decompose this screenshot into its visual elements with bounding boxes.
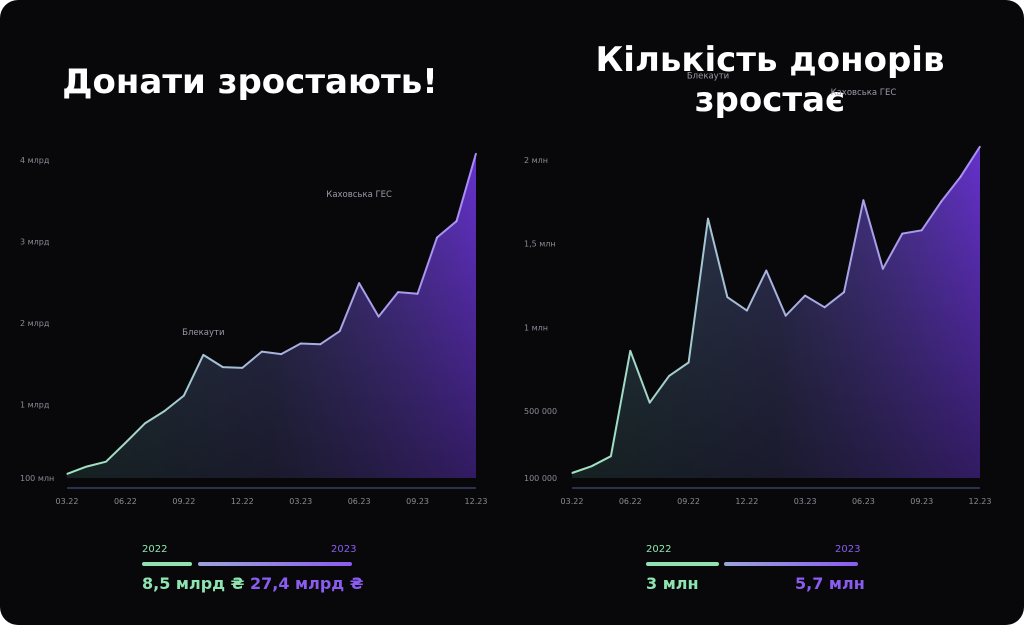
x-tick-label: 12.22 (735, 497, 758, 506)
data-point (299, 342, 302, 345)
x-tick-label: 09.22 (172, 497, 195, 506)
x-tick-label: 03.22 (56, 497, 79, 506)
data-point (475, 152, 477, 155)
data-point (66, 473, 68, 475)
data-point (358, 282, 360, 284)
x-tick-label: 06.23 (348, 497, 371, 506)
x-tick-label: 09.22 (677, 497, 700, 506)
legend-bar-2023 (198, 562, 352, 566)
data-point (648, 401, 651, 404)
data-point (940, 201, 942, 203)
data-point (687, 361, 690, 364)
title-donations: Донати зростають! (62, 62, 438, 102)
x-tick-label: 09.23 (910, 497, 933, 506)
data-point (571, 472, 573, 474)
x-tick-label: 06.22 (114, 497, 137, 506)
data-point (338, 330, 341, 333)
legend-value-2023: 27,4 млрд ₴ (250, 574, 364, 593)
x-tick-label: 12.22 (231, 497, 254, 506)
data-point (222, 366, 224, 368)
legend-bar-2022 (142, 562, 192, 566)
data-point (261, 350, 263, 353)
y-tick-label: 100 млн (20, 474, 54, 483)
data-point (629, 350, 632, 352)
data-point (843, 291, 845, 294)
annotation-label: Каховська ГЕС (831, 88, 897, 98)
legend-bar-2022-donors (646, 562, 719, 566)
data-point (979, 145, 981, 148)
y-tick-label: 2 млн (524, 156, 548, 165)
data-point (726, 296, 729, 299)
title-donors-line2: зростає (694, 80, 846, 120)
legend-value-2022: 8,5 млрд ₴ (142, 574, 245, 593)
data-point (765, 269, 768, 272)
series-line (66, 153, 477, 475)
data-point (397, 291, 399, 293)
data-point (804, 294, 806, 297)
chart-donations: 100 млн 1 млрд 2 млрд 3 млрд 4 млрд 03.22 06.2… (20, 152, 488, 506)
annotation-label: Блекаути (182, 328, 224, 338)
area-shade (67, 153, 476, 478)
data-point (455, 220, 458, 222)
y-tick-label: 1 млрд (20, 401, 50, 410)
data-point (163, 410, 166, 412)
area-shade (572, 146, 980, 478)
data-point (668, 375, 670, 377)
x-tick-label: 12.23 (969, 497, 992, 506)
data-point (85, 465, 88, 468)
legend-value-2023-donors: 5,7 млн (795, 574, 865, 593)
data-point (377, 315, 380, 318)
series-line (571, 146, 981, 474)
y-tick-label: 2 млрд (20, 319, 50, 328)
data-point (920, 229, 923, 232)
y-tick-label: 500 000 (524, 407, 557, 416)
data-point (746, 309, 748, 312)
y-tick-label: 1,5 млн (524, 240, 556, 249)
data-point (183, 394, 185, 397)
legend-year-2022: 2022 (142, 544, 168, 555)
data-point (823, 306, 826, 309)
data-point (784, 314, 787, 317)
legend-value-2022-donors: 3 млн (646, 574, 699, 593)
x-tick-label: 06.23 (852, 497, 875, 506)
x-tick-label: 12.23 (465, 497, 488, 506)
y-tick-label: 3 млрд (20, 238, 50, 247)
x-tick-label: 03.23 (794, 497, 817, 506)
legend-year-2023-donors: 2023 (835, 544, 861, 555)
data-point (901, 232, 904, 235)
data-point (436, 236, 438, 239)
data-point (862, 199, 865, 201)
chart-donors: 100 000 500 000 1 млн 1,5 млн 2 млн 03.22 06.2… (524, 72, 992, 506)
data-point (144, 422, 146, 425)
x-tick-label: 03.23 (289, 497, 312, 506)
data-point (416, 292, 419, 295)
legend-year-2022-donors: 2022 (646, 544, 672, 555)
y-tick-label: 100 000 (524, 474, 557, 483)
data-point (202, 354, 205, 356)
legend-bar-2023-donors (724, 562, 858, 566)
x-tick-label: 03.22 (561, 497, 584, 506)
x-tick-label: 06.22 (619, 497, 642, 506)
data-point (105, 460, 107, 463)
title-donors-line1: Кількість донорів (595, 40, 945, 80)
data-point (241, 367, 244, 369)
data-point (590, 465, 593, 468)
annotation-label: Каховська ГЕС (326, 190, 392, 200)
data-point (959, 175, 962, 178)
data-point (124, 442, 127, 444)
data-point (319, 343, 322, 346)
data-point (707, 217, 709, 220)
data-point (280, 353, 283, 355)
title-donors: Кількість донорів зростає (560, 40, 980, 120)
y-tick-label: 1 млн (524, 323, 548, 332)
data-point (882, 268, 884, 270)
legend-year-2023: 2023 (331, 544, 357, 555)
data-point (610, 455, 612, 458)
x-tick-label: 09.23 (406, 497, 429, 506)
y-tick-label: 4 млрд (20, 156, 50, 165)
annotation-label: Блекаути (687, 72, 729, 82)
